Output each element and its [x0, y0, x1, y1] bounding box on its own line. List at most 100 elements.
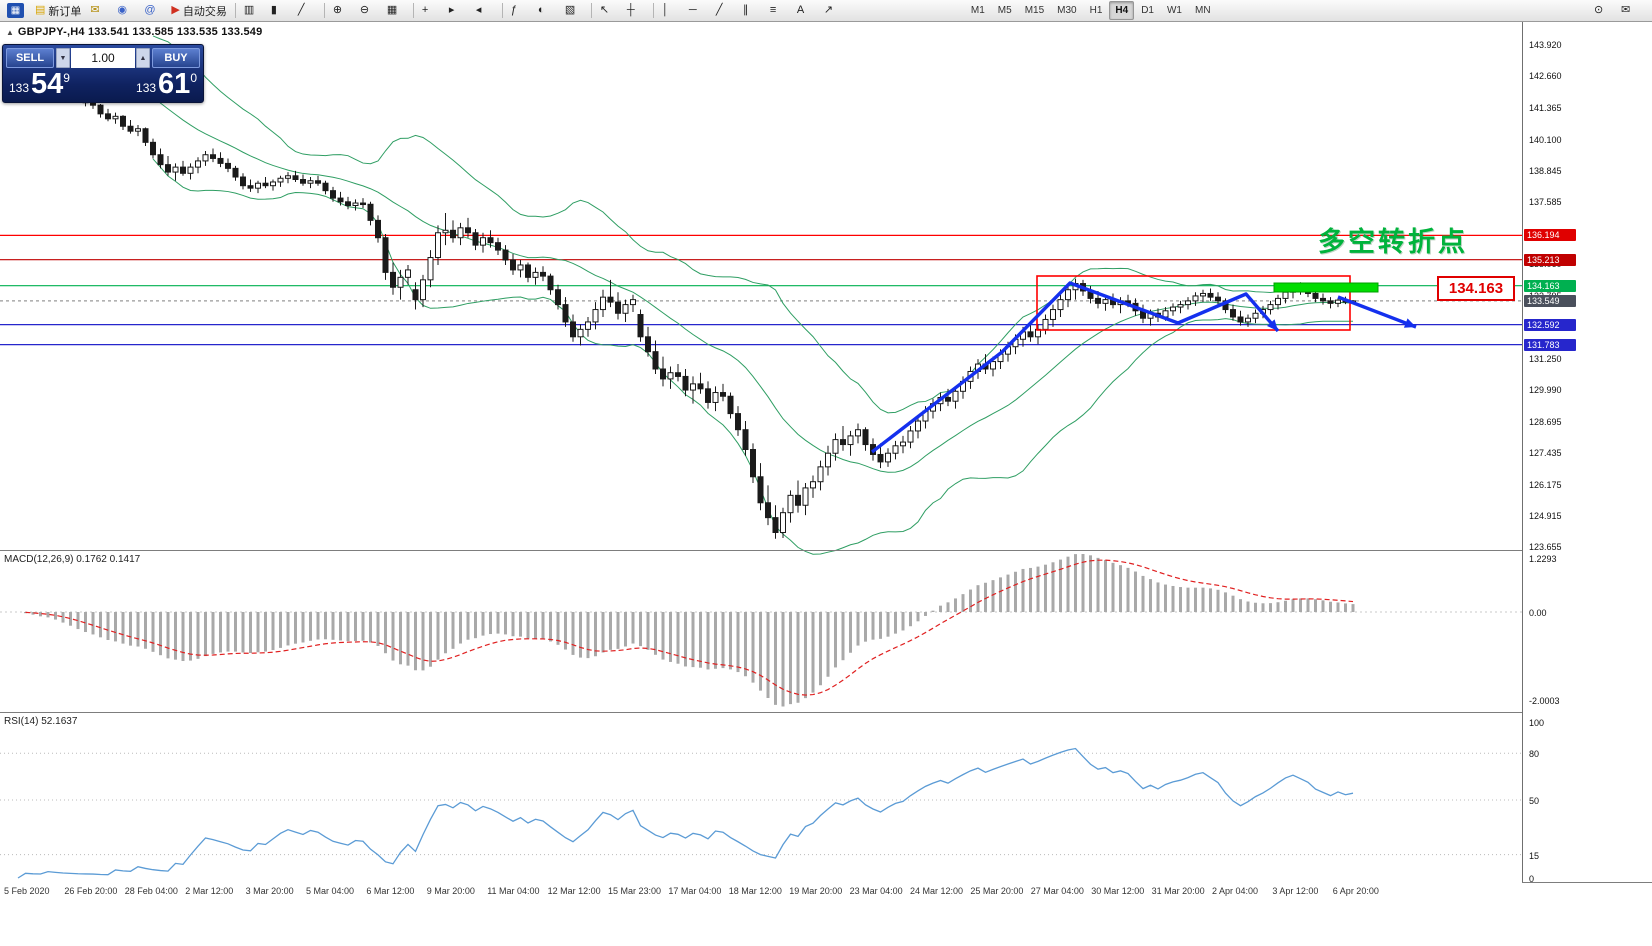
volume-input[interactable]: 1.00	[71, 48, 135, 68]
zoom-in-icon[interactable]: ⊕	[329, 1, 355, 21]
sell-price-display[interactable]: 133 54 9	[9, 70, 70, 99]
date-tick: 3 Apr 12:00	[1272, 886, 1319, 896]
autotrade-button: ▶	[171, 4, 180, 16]
bar-chart-icon[interactable]: ▥	[240, 1, 266, 21]
toolbar-separator	[323, 3, 325, 18]
candlestick-chart-icon[interactable]: ▮	[267, 1, 293, 21]
zoom-out-icon: ⊖	[359, 4, 370, 16]
date-tick: 12 Mar 12:00	[547, 886, 601, 896]
price-axis: 143.920 142.660 141.365 140.100 138.845 137.5…	[1522, 22, 1652, 884]
templates-icon: ▧	[564, 4, 576, 16]
crosshair-icon[interactable]: ┼	[623, 1, 649, 21]
macd-layer	[0, 554, 1522, 707]
price-tick: 123.655	[1529, 542, 1562, 552]
chart-shift-icon[interactable]: ◂	[472, 1, 498, 21]
trendline-icon[interactable]: ╱	[712, 1, 738, 21]
toolbar-separator	[590, 3, 592, 18]
rsi-panel-separator[interactable]	[0, 712, 1652, 713]
fibonacci-icon[interactable]: ≡	[766, 1, 792, 21]
price-badge-134.163: 134.163	[1524, 279, 1576, 292]
date-tick: 18 Mar 12:00	[728, 886, 782, 896]
new-order-button: ▤	[35, 4, 46, 16]
macd-indicator-label: MACD(12,26,9) 0.1762 0.1417	[4, 554, 141, 565]
toolbar-separator	[412, 3, 414, 18]
date-tick: 25 Mar 20:00	[970, 886, 1024, 896]
sell-price-big: 54	[31, 68, 64, 100]
toolbar-separator	[652, 3, 654, 18]
zoom-out-icon[interactable]: ⊖	[356, 1, 382, 21]
annotation-shapes-layer[interactable]	[870, 275, 1417, 454]
auto-scroll-icon[interactable]: ▸	[445, 1, 471, 21]
alerts-icon[interactable]: ◉	[113, 1, 139, 21]
cursor-icon[interactable]: ↖	[596, 1, 622, 21]
timeframe-button-mn[interactable]: MN	[1194, 5, 1211, 16]
hlines-layer[interactable]	[0, 234, 1522, 346]
search-icon[interactable]: ⊙	[1590, 1, 1616, 21]
date-tick: 26 Feb 20:00	[64, 886, 118, 896]
timeframe-button-m5[interactable]: M5	[997, 5, 1012, 16]
macd-panel-separator[interactable]	[0, 550, 1652, 551]
buy-button[interactable]: BUY	[152, 48, 200, 68]
buy-price-prefix: 133	[136, 81, 157, 95]
tile-windows-icon[interactable]: ▦	[383, 1, 409, 21]
price-callout-label[interactable]: 134.163	[1437, 276, 1515, 301]
zoom-in-icon: ⊕	[332, 4, 343, 16]
timeframe-group: M1 M5 M15 M30 H1 H4 D1 W1 MN	[965, 1, 1217, 20]
price-tick: 126.175	[1529, 479, 1562, 490]
cursor-icon: ↖	[599, 4, 610, 16]
autotrade-button[interactable]: ▶ 自动交易	[167, 1, 230, 21]
date-tick: 2 Apr 04:00	[1212, 886, 1259, 896]
new-order-button-label: 新订单	[48, 5, 82, 18]
vertical-line-icon: │	[661, 4, 669, 16]
rsi-layer	[0, 747, 1522, 879]
date-tick: 3 Mar 20:00	[245, 886, 294, 896]
community-icon[interactable]: @	[140, 1, 166, 21]
new-order-button[interactable]: ▤ 新订单	[31, 1, 85, 21]
app-icon[interactable]: ▦	[3, 1, 30, 21]
buy-price-display[interactable]: 133 61 0	[136, 70, 197, 99]
timeframe-button-m15[interactable]: M15	[1024, 5, 1045, 16]
vertical-line-icon[interactable]: │	[658, 1, 684, 21]
timeframe-button-w1[interactable]: W1	[1166, 5, 1182, 16]
candlestick-chart-icon: ▮	[270, 4, 277, 16]
timeframe-button-m30[interactable]: M30	[1057, 5, 1077, 16]
toolbar-left-group: ▦ ▤ 新订单 ✉ ◉ @ ▶ 自动交易	[3, 1, 231, 21]
symbol-quote-text: GBPJPY-,H4 133.541 133.585 133.535 133.5…	[17, 26, 263, 38]
price-tick: 127.435	[1529, 448, 1562, 459]
sell-button[interactable]: SELL	[6, 48, 54, 68]
timeframe-button-h4[interactable]: H4	[1109, 1, 1135, 20]
arrows-icon: ↗	[823, 4, 834, 16]
horizontal-line-icon: ─	[688, 4, 697, 16]
auto-scroll-icon: ▸	[448, 4, 455, 16]
new-chart-icon[interactable]: +	[418, 1, 444, 21]
channel-icon[interactable]: ∥	[739, 1, 765, 21]
mail-icon[interactable]: ✉	[86, 1, 112, 21]
clock-icon[interactable]: ◐	[534, 1, 560, 21]
price-tick: 129.990	[1529, 385, 1562, 396]
community-icon: @	[144, 4, 156, 16]
horizontal-line-icon[interactable]: ─	[685, 1, 711, 21]
channel-icon: ∥	[742, 4, 749, 16]
templates-icon[interactable]: ▧	[561, 1, 587, 21]
volume-up-icon[interactable]: ▲	[136, 48, 150, 68]
line-chart-icon[interactable]: ╱	[294, 1, 320, 21]
arrows-icon[interactable]: ↗	[820, 1, 846, 21]
timeframe-button-m1[interactable]: M1	[970, 5, 985, 16]
timeframe-button-d1[interactable]: D1	[1141, 5, 1154, 16]
collapse-trade-panel-icon[interactable]: ▲	[6, 27, 14, 37]
text-icon[interactable]: A	[793, 1, 819, 21]
turning-point-text-object[interactable]: 多空转折点	[1318, 227, 1468, 258]
fibonacci-icon: ≡	[769, 4, 777, 16]
indicators-icon[interactable]: ƒ	[507, 1, 533, 21]
line-chart-icon: ╱	[297, 4, 305, 16]
chat-icon[interactable]: ✉	[1617, 1, 1643, 21]
toolbar-separator	[501, 3, 503, 18]
timeframe-button-h1[interactable]: H1	[1089, 5, 1103, 16]
macd-signal-line	[25, 559, 1354, 696]
date-tick: 19 Mar 20:00	[789, 886, 843, 896]
text-icon: A	[796, 4, 805, 16]
date-tick: 11 Mar 04:00	[487, 886, 540, 896]
date-tick: 17 Mar 04:00	[668, 886, 722, 896]
volume-down-icon[interactable]: ▼	[56, 48, 70, 68]
